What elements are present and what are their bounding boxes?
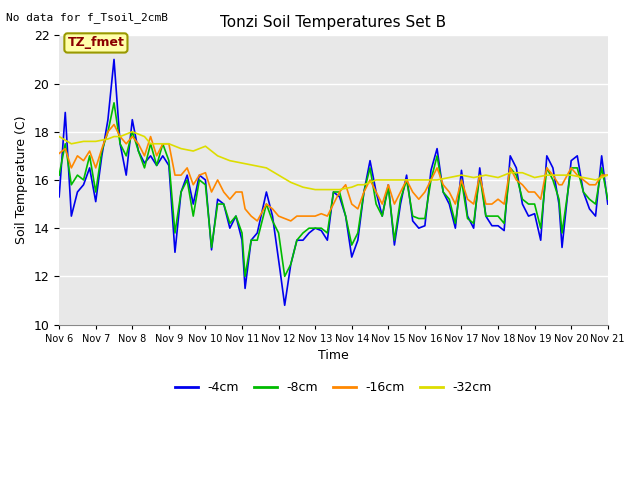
Title: Tonzi Soil Temperatures Set B: Tonzi Soil Temperatures Set B <box>220 15 447 30</box>
Legend: -4cm, -8cm, -16cm, -32cm: -4cm, -8cm, -16cm, -32cm <box>170 376 497 399</box>
Y-axis label: Soil Temperature (C): Soil Temperature (C) <box>15 116 28 244</box>
X-axis label: Time: Time <box>318 349 349 362</box>
Text: TZ_fmet: TZ_fmet <box>67 36 124 49</box>
Text: No data for f_Tsoil_2cmB: No data for f_Tsoil_2cmB <box>6 12 168 23</box>
